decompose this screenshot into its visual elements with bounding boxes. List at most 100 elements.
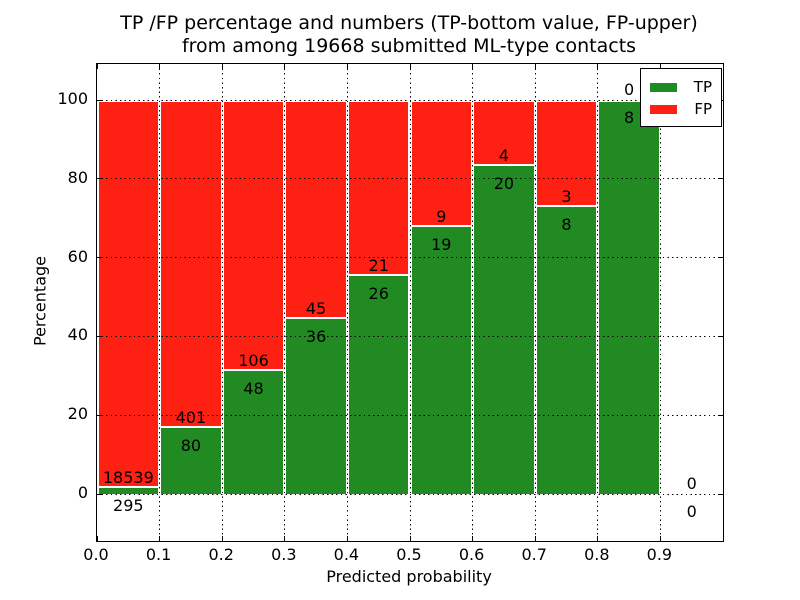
- legend-label-tp: TP: [693, 78, 712, 96]
- bar: [597, 100, 661, 494]
- bar-segment-tp: [411, 226, 472, 494]
- fp-count-label: 18539: [102, 467, 154, 487]
- x-tick-mark: [284, 536, 286, 541]
- fp-legend-swatch-icon: [650, 104, 677, 114]
- bar-segment-tp: [223, 371, 284, 494]
- y-gridline: [97, 493, 723, 495]
- y-tick-mark: [97, 257, 102, 259]
- x-tick-label: 0.0: [83, 545, 109, 564]
- x-gridline: [534, 64, 536, 541]
- bar-segment-tp: [474, 165, 534, 494]
- x-tick-mark: [346, 536, 348, 541]
- tp-legend-swatch-icon: [650, 82, 677, 92]
- x-tick-label: 0.7: [521, 545, 547, 564]
- tp-count-label: 0: [686, 502, 697, 521]
- x-tick-label: 0.1: [145, 545, 172, 564]
- chart-title-line1: TP /FP percentage and numbers (TP-bottom…: [120, 12, 698, 34]
- tp-count-label: 20: [493, 173, 515, 193]
- x-gridline: [597, 64, 599, 541]
- fp-count-label: 3: [561, 187, 572, 207]
- bars-layer: [97, 64, 723, 541]
- x-tick-mark: [597, 536, 599, 541]
- y-tick-label: 80: [67, 167, 88, 187]
- y-tick-mark: [97, 178, 102, 180]
- x-gridline: [346, 64, 348, 541]
- tp-count-label: 48: [243, 379, 264, 399]
- y-tick-mark: [97, 414, 102, 416]
- y-gridline: [97, 414, 723, 416]
- tp-count-label: 19: [431, 234, 452, 254]
- y-tick-label: 60: [67, 246, 88, 266]
- bar-segment-tp: [286, 318, 346, 494]
- bar-segment-tp: [348, 276, 409, 494]
- bar-segment-fp: [223, 101, 284, 370]
- x-tick-mark: [159, 536, 161, 541]
- fp-count-label: 45: [305, 298, 327, 318]
- bar: [159, 100, 223, 494]
- x-tick-label: 0.5: [396, 545, 422, 564]
- y-tick-mark: [718, 257, 723, 259]
- chart-title: TP /FP percentage and numbers (TP-bottom…: [96, 12, 722, 58]
- x-tick-label: 0.3: [271, 545, 297, 564]
- fp-count-label: 106: [238, 351, 269, 371]
- x-tick-mark: [534, 536, 536, 541]
- x-gridline: [472, 64, 474, 541]
- fp-count-label: 4: [498, 145, 509, 165]
- x-tick-mark: [534, 64, 536, 69]
- bar-segment-fp: [536, 101, 597, 206]
- fp-count-label: 0: [624, 80, 635, 99]
- x-tick-mark: [409, 64, 411, 69]
- bar-labels-layer: 18539 295 401 80 106 48 45 36 21 26 9 19 4 20 3 8 0 8 0 0: [97, 64, 723, 541]
- bar: [222, 100, 285, 494]
- y-tick-label: 20: [67, 404, 88, 424]
- x-tick-mark: [597, 64, 599, 69]
- legend-label-fp: FP: [694, 100, 712, 118]
- x-tick-mark: [284, 64, 286, 69]
- y-gridline: [97, 257, 723, 259]
- x-tick-label: 0.4: [333, 545, 360, 564]
- y-tick-mark: [718, 335, 723, 337]
- x-tick-mark: [472, 536, 474, 541]
- x-tick-label: 0.8: [584, 545, 610, 564]
- x-tick-mark: [96, 536, 98, 541]
- chart-title-line2: from among 19668 submitted ML-type conta…: [181, 35, 637, 57]
- x-tick-label: 0.9: [646, 545, 673, 564]
- x-gridline: [409, 64, 411, 541]
- y-gridline: [97, 99, 723, 101]
- grid-layer: [97, 64, 723, 541]
- x-tick-mark: [659, 536, 661, 541]
- bar: [535, 100, 598, 494]
- legend: TP FP: [640, 68, 722, 127]
- x-tick-mark: [159, 64, 161, 69]
- bar: [284, 100, 348, 494]
- bar-segment-tp: [98, 487, 159, 494]
- bar-segment-tp: [599, 101, 659, 494]
- bar-segment-fp: [411, 101, 472, 225]
- fp-count-label: 9: [436, 206, 447, 226]
- bar-segment-fp: [161, 101, 221, 427]
- bar-segment-tp: [161, 428, 221, 494]
- y-tick-mark: [718, 178, 723, 180]
- legend-row-fp: FP: [650, 98, 712, 120]
- fp-count-label: 21: [368, 256, 389, 276]
- y-tick-mark: [97, 493, 102, 495]
- x-tick-mark: [221, 536, 223, 541]
- x-tick-mark: [409, 536, 411, 541]
- y-tick-label: 100: [57, 89, 88, 108]
- bar-segment-fp: [348, 101, 409, 275]
- y-tick-label: 0: [77, 483, 88, 502]
- bar: [97, 100, 160, 494]
- x-gridline: [659, 64, 661, 541]
- tp-count-label: 8: [624, 108, 635, 127]
- bar-segment-fp: [286, 101, 346, 317]
- x-tick-mark: [472, 64, 474, 69]
- legend-row-tp: TP: [650, 76, 712, 98]
- x-tick-label: 0.2: [208, 545, 234, 564]
- bar-segment-fp: [98, 101, 159, 486]
- y-gridline: [97, 178, 723, 180]
- x-axis-label: Predicted probability: [326, 567, 492, 586]
- tp-count-label: 8: [561, 215, 572, 235]
- x-gridline: [221, 64, 223, 541]
- y-gridline: [97, 335, 723, 337]
- bar-segment-tp: [536, 207, 597, 494]
